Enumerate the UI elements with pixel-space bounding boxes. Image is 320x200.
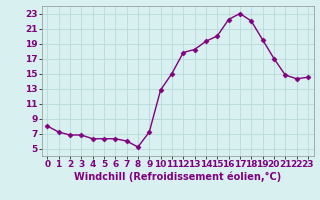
X-axis label: Windchill (Refroidissement éolien,°C): Windchill (Refroidissement éolien,°C) [74,172,281,182]
